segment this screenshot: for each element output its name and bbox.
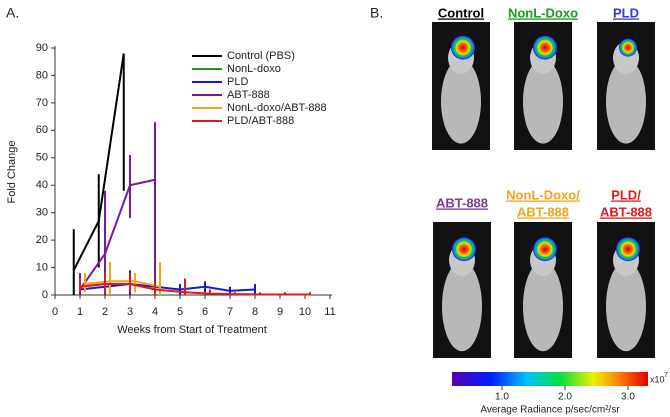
group-label: Control [438,5,484,20]
legend-label: PLD [227,76,248,88]
signal-blob [616,237,640,262]
x-tick-label: 7 [227,306,233,318]
group-label: ABT-888 [436,195,488,210]
x-tick-label: 4 [152,306,158,318]
x-tick-label: 3 [127,306,133,318]
group-label: PLD [613,5,639,20]
group-label: ABT-888 [517,204,569,219]
series-line [79,283,310,296]
legend-label: ABT-888 [227,89,270,101]
colorbar [452,372,648,386]
group-label: NonL-Doxo [508,5,578,20]
legend-label: NonL-doxo/ABT-888 [227,102,327,114]
group-label: PLD/ [611,187,641,202]
series-line [84,280,161,288]
mouse-body [606,59,646,144]
x-tick-label: 9 [277,306,283,318]
x-tick-label: 5 [177,306,183,318]
signal-blob [533,237,557,262]
signal-blob [452,237,476,262]
y-tick-label: 0 [42,289,48,301]
mouse-body [523,261,563,352]
y-tick-label: 50 [36,152,48,164]
y-tick-label: 20 [36,234,48,246]
x-tick-label: 0 [52,306,58,318]
x-tick-label: 8 [252,306,258,318]
x-tick-label: 6 [202,306,208,318]
colorbar-tick-label: 1.0 [495,392,509,403]
y-tick-label: 40 [36,179,48,191]
x-tick-label: 2 [102,306,108,318]
x-tick-label: 11 [324,306,335,318]
colorbar-multiplier: x10 [650,374,665,384]
x-axis-title: Weeks from Start of Treatment [117,324,267,336]
y-tick-label: 90 [36,42,48,54]
legend-label: Control (PBS) [227,50,295,62]
y-tick-label: 10 [36,261,48,273]
mouse-body [441,59,481,144]
series-line [72,53,125,271]
legend-label: NonL-doxo [227,63,281,75]
y-tick-label: 70 [36,97,48,109]
panel-label: B. [370,5,383,21]
colorbar-tick-label: 2.0 [558,392,572,403]
y-tick-label: 80 [36,69,48,81]
x-tick-label: 10 [299,306,311,318]
group-label: NonL-Doxo/ [506,187,580,202]
mouse-body [442,261,482,352]
legend-label: PLD/ABT-888 [227,115,294,127]
mouse-body [523,59,563,144]
colorbar-exponent: 7 [664,372,668,379]
signal-blob [619,38,637,57]
panel-label: A. [6,5,19,21]
x-tick-label: 1 [77,306,83,318]
signal-blob [451,35,475,60]
colorbar-title: Average Radiance p/sec/cm²/sr [480,405,620,416]
series-line [79,178,156,291]
colorbar-tick-label: 3.0 [621,392,635,403]
signal-blob [533,35,557,60]
group-label: ABT-888 [600,204,652,219]
y-tick-label: 60 [36,124,48,136]
y-tick-label: 30 [36,207,48,219]
y-axis-title: Fold Change [6,141,18,204]
mouse-body [606,261,646,352]
